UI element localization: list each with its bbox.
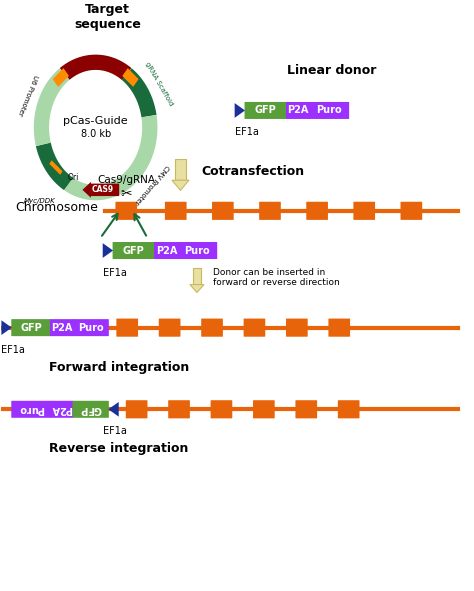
Text: EF1a: EF1a [235,128,258,138]
Text: pCas-Guide: pCas-Guide [64,116,128,126]
FancyBboxPatch shape [310,102,349,119]
Text: P2A: P2A [155,245,177,255]
FancyBboxPatch shape [253,400,275,418]
FancyBboxPatch shape [338,400,359,418]
Text: EF1a: EF1a [103,426,128,436]
FancyBboxPatch shape [50,401,73,418]
Text: Myc/DDK: Myc/DDK [24,198,56,204]
Text: 8.0 kb: 8.0 kb [81,129,111,139]
FancyBboxPatch shape [73,319,109,336]
FancyBboxPatch shape [159,319,181,337]
Text: CAS9: CAS9 [91,186,114,194]
FancyBboxPatch shape [154,242,179,259]
Text: GFP: GFP [123,245,145,255]
Polygon shape [122,68,138,87]
FancyArrow shape [82,182,119,198]
Text: P2A: P2A [51,323,73,333]
Polygon shape [49,160,63,175]
Polygon shape [103,243,113,258]
FancyBboxPatch shape [306,202,328,220]
FancyBboxPatch shape [259,202,281,220]
FancyBboxPatch shape [286,102,310,119]
FancyBboxPatch shape [11,319,51,336]
Polygon shape [172,180,189,190]
FancyBboxPatch shape [295,400,317,418]
Text: GFP: GFP [80,404,101,414]
Text: AMP: AMP [35,168,49,184]
Text: Ori: Ori [67,173,79,182]
FancyBboxPatch shape [201,319,223,337]
Text: Forward integration: Forward integration [48,361,189,374]
FancyBboxPatch shape [354,202,375,220]
Polygon shape [235,103,245,118]
Polygon shape [53,68,69,87]
Text: P2A: P2A [51,404,73,414]
Text: EF1a: EF1a [103,268,127,278]
Text: ✂: ✂ [120,187,132,200]
FancyBboxPatch shape [401,202,422,220]
Polygon shape [1,320,12,335]
FancyBboxPatch shape [286,319,308,337]
Text: Cas9/gRNA: Cas9/gRNA [97,174,155,184]
FancyBboxPatch shape [244,319,265,337]
Text: GFP: GFP [20,323,42,333]
FancyBboxPatch shape [117,319,138,337]
Text: Reverse integration: Reverse integration [48,442,188,455]
Text: Linear donor: Linear donor [287,64,376,77]
Text: Cotransfection: Cotransfection [201,165,305,178]
FancyBboxPatch shape [126,400,147,418]
FancyBboxPatch shape [73,401,109,418]
FancyBboxPatch shape [113,242,155,259]
Polygon shape [109,402,118,417]
Text: Puro: Puro [18,404,44,414]
Text: Puro: Puro [78,323,103,333]
Text: P2A: P2A [288,105,309,115]
FancyBboxPatch shape [165,202,187,220]
FancyBboxPatch shape [245,102,287,119]
Text: U6 Promoter: U6 Promoter [17,73,39,116]
Text: GFP: GFP [255,105,277,115]
FancyBboxPatch shape [175,158,186,180]
Polygon shape [190,284,204,293]
FancyBboxPatch shape [328,319,350,337]
Text: EF1a: EF1a [1,345,25,355]
Text: Target
sequence: Target sequence [74,3,141,31]
FancyBboxPatch shape [193,268,201,284]
FancyBboxPatch shape [116,202,137,220]
FancyBboxPatch shape [212,202,234,220]
Text: gRNA Scaffold: gRNA Scaffold [144,61,174,106]
Text: Donor can be inserted in
forward or reverse direction: Donor can be inserted in forward or reve… [213,268,340,287]
FancyBboxPatch shape [11,401,51,418]
FancyBboxPatch shape [178,242,217,259]
Text: Puro: Puro [184,245,210,255]
Text: CMV Promoter: CMV Promoter [133,163,170,205]
Text: Puro: Puro [317,105,342,115]
FancyBboxPatch shape [168,400,190,418]
Text: Chromosome: Chromosome [16,201,99,214]
FancyBboxPatch shape [50,319,73,336]
FancyBboxPatch shape [210,400,232,418]
